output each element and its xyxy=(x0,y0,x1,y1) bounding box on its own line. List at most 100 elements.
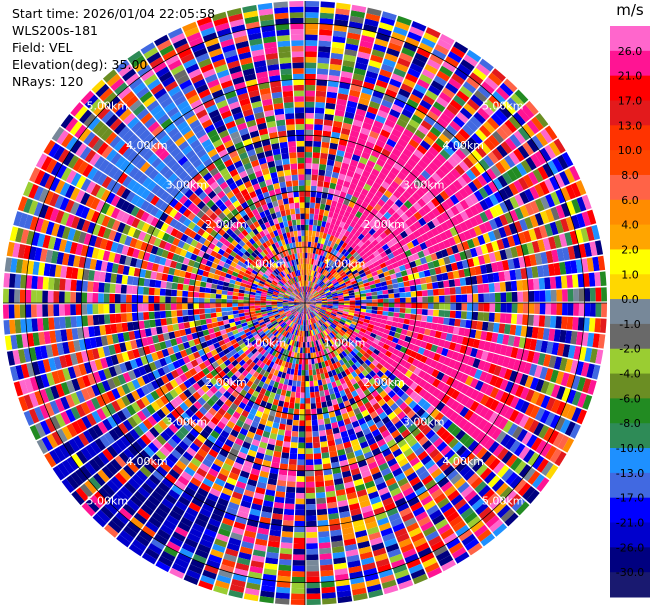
range-gate xyxy=(472,293,479,303)
range-gate xyxy=(293,537,305,544)
range-gate xyxy=(305,17,319,24)
range-gate xyxy=(48,317,55,330)
range-gate xyxy=(344,300,350,303)
range-gate xyxy=(376,314,383,319)
range-gate xyxy=(457,418,468,429)
range-gate xyxy=(417,198,427,208)
range-gate xyxy=(361,369,369,377)
range-gate xyxy=(445,333,453,342)
range-gate xyxy=(479,142,492,155)
range-gate xyxy=(465,319,472,329)
range-gate xyxy=(405,297,412,303)
range-gate xyxy=(172,323,180,331)
range-gate xyxy=(459,344,468,355)
range-gate xyxy=(474,202,484,214)
range-gate xyxy=(489,387,500,399)
range-gate xyxy=(337,278,344,284)
range-gate xyxy=(411,266,419,274)
range-gate xyxy=(372,274,380,281)
range-gate xyxy=(200,319,207,326)
range-gate xyxy=(470,275,478,285)
range-gate xyxy=(583,242,592,257)
range-gate xyxy=(327,80,339,88)
range-gate xyxy=(545,250,554,264)
range-gate xyxy=(308,306,314,311)
range-gate xyxy=(355,185,363,194)
range-gate xyxy=(309,219,314,226)
range-gate xyxy=(536,477,550,492)
range-gate xyxy=(142,295,149,303)
range-gate xyxy=(386,138,397,148)
range-gate xyxy=(307,286,311,293)
range-gate xyxy=(315,486,325,493)
range-gate xyxy=(494,282,501,293)
range-gate xyxy=(429,433,440,444)
range-gate xyxy=(482,283,490,293)
range-gate xyxy=(342,325,349,331)
range-gate xyxy=(438,355,446,364)
range-gate xyxy=(308,230,313,237)
range-gate xyxy=(380,366,388,374)
range-gate xyxy=(336,324,343,330)
range-gate xyxy=(383,236,391,244)
range-gate xyxy=(399,307,406,313)
range-gate xyxy=(47,304,54,317)
range-gate xyxy=(317,514,328,521)
range-gate xyxy=(467,356,476,367)
range-gate xyxy=(392,249,400,257)
range-gate xyxy=(572,317,579,331)
range-gate xyxy=(534,407,546,422)
range-gate xyxy=(417,226,426,236)
range-gate xyxy=(339,133,349,141)
range-gate xyxy=(371,239,379,247)
range-gate xyxy=(308,235,312,242)
range-gate xyxy=(381,285,388,291)
range-gate xyxy=(537,165,549,180)
range-gate xyxy=(339,76,352,84)
range-gate xyxy=(491,68,506,82)
range-gate xyxy=(455,381,465,392)
range-gate xyxy=(193,297,199,303)
range-gate xyxy=(495,161,506,175)
range-gate xyxy=(393,406,403,416)
range-gate xyxy=(374,355,382,363)
range-gate xyxy=(395,62,409,73)
range-gate xyxy=(517,127,531,141)
range-gate xyxy=(359,290,366,294)
range-gate xyxy=(403,235,412,244)
range-gate xyxy=(330,313,337,317)
range-gate xyxy=(470,477,483,490)
range-gate xyxy=(540,340,549,353)
range-gate xyxy=(440,221,450,232)
range-gate xyxy=(376,227,384,236)
range-gate xyxy=(560,275,568,289)
range-gate xyxy=(343,180,351,188)
range-gate xyxy=(292,554,305,561)
range-gate xyxy=(499,214,509,226)
range-gate xyxy=(342,275,349,281)
range-gate xyxy=(316,300,322,302)
range-gate xyxy=(316,374,322,381)
range-gate xyxy=(423,115,436,126)
range-gate xyxy=(441,347,449,357)
range-gate xyxy=(528,290,535,302)
range-gate xyxy=(575,331,584,346)
range-gate xyxy=(500,433,512,447)
range-gate xyxy=(295,492,305,499)
range-gate xyxy=(328,266,333,273)
range-gate xyxy=(319,12,334,20)
range-gate xyxy=(484,384,495,396)
range-gate xyxy=(506,168,518,182)
range-gate xyxy=(388,215,397,224)
range-gate xyxy=(513,443,526,457)
range-gate xyxy=(499,201,509,214)
range-gate xyxy=(154,311,161,319)
range-gate xyxy=(527,171,539,186)
range-gate xyxy=(329,235,335,242)
range-gate xyxy=(330,177,338,184)
range-gate xyxy=(356,247,363,255)
range-gate xyxy=(409,182,420,192)
range-gate xyxy=(314,295,321,299)
range-gate xyxy=(503,185,514,198)
range-gate xyxy=(297,448,305,454)
